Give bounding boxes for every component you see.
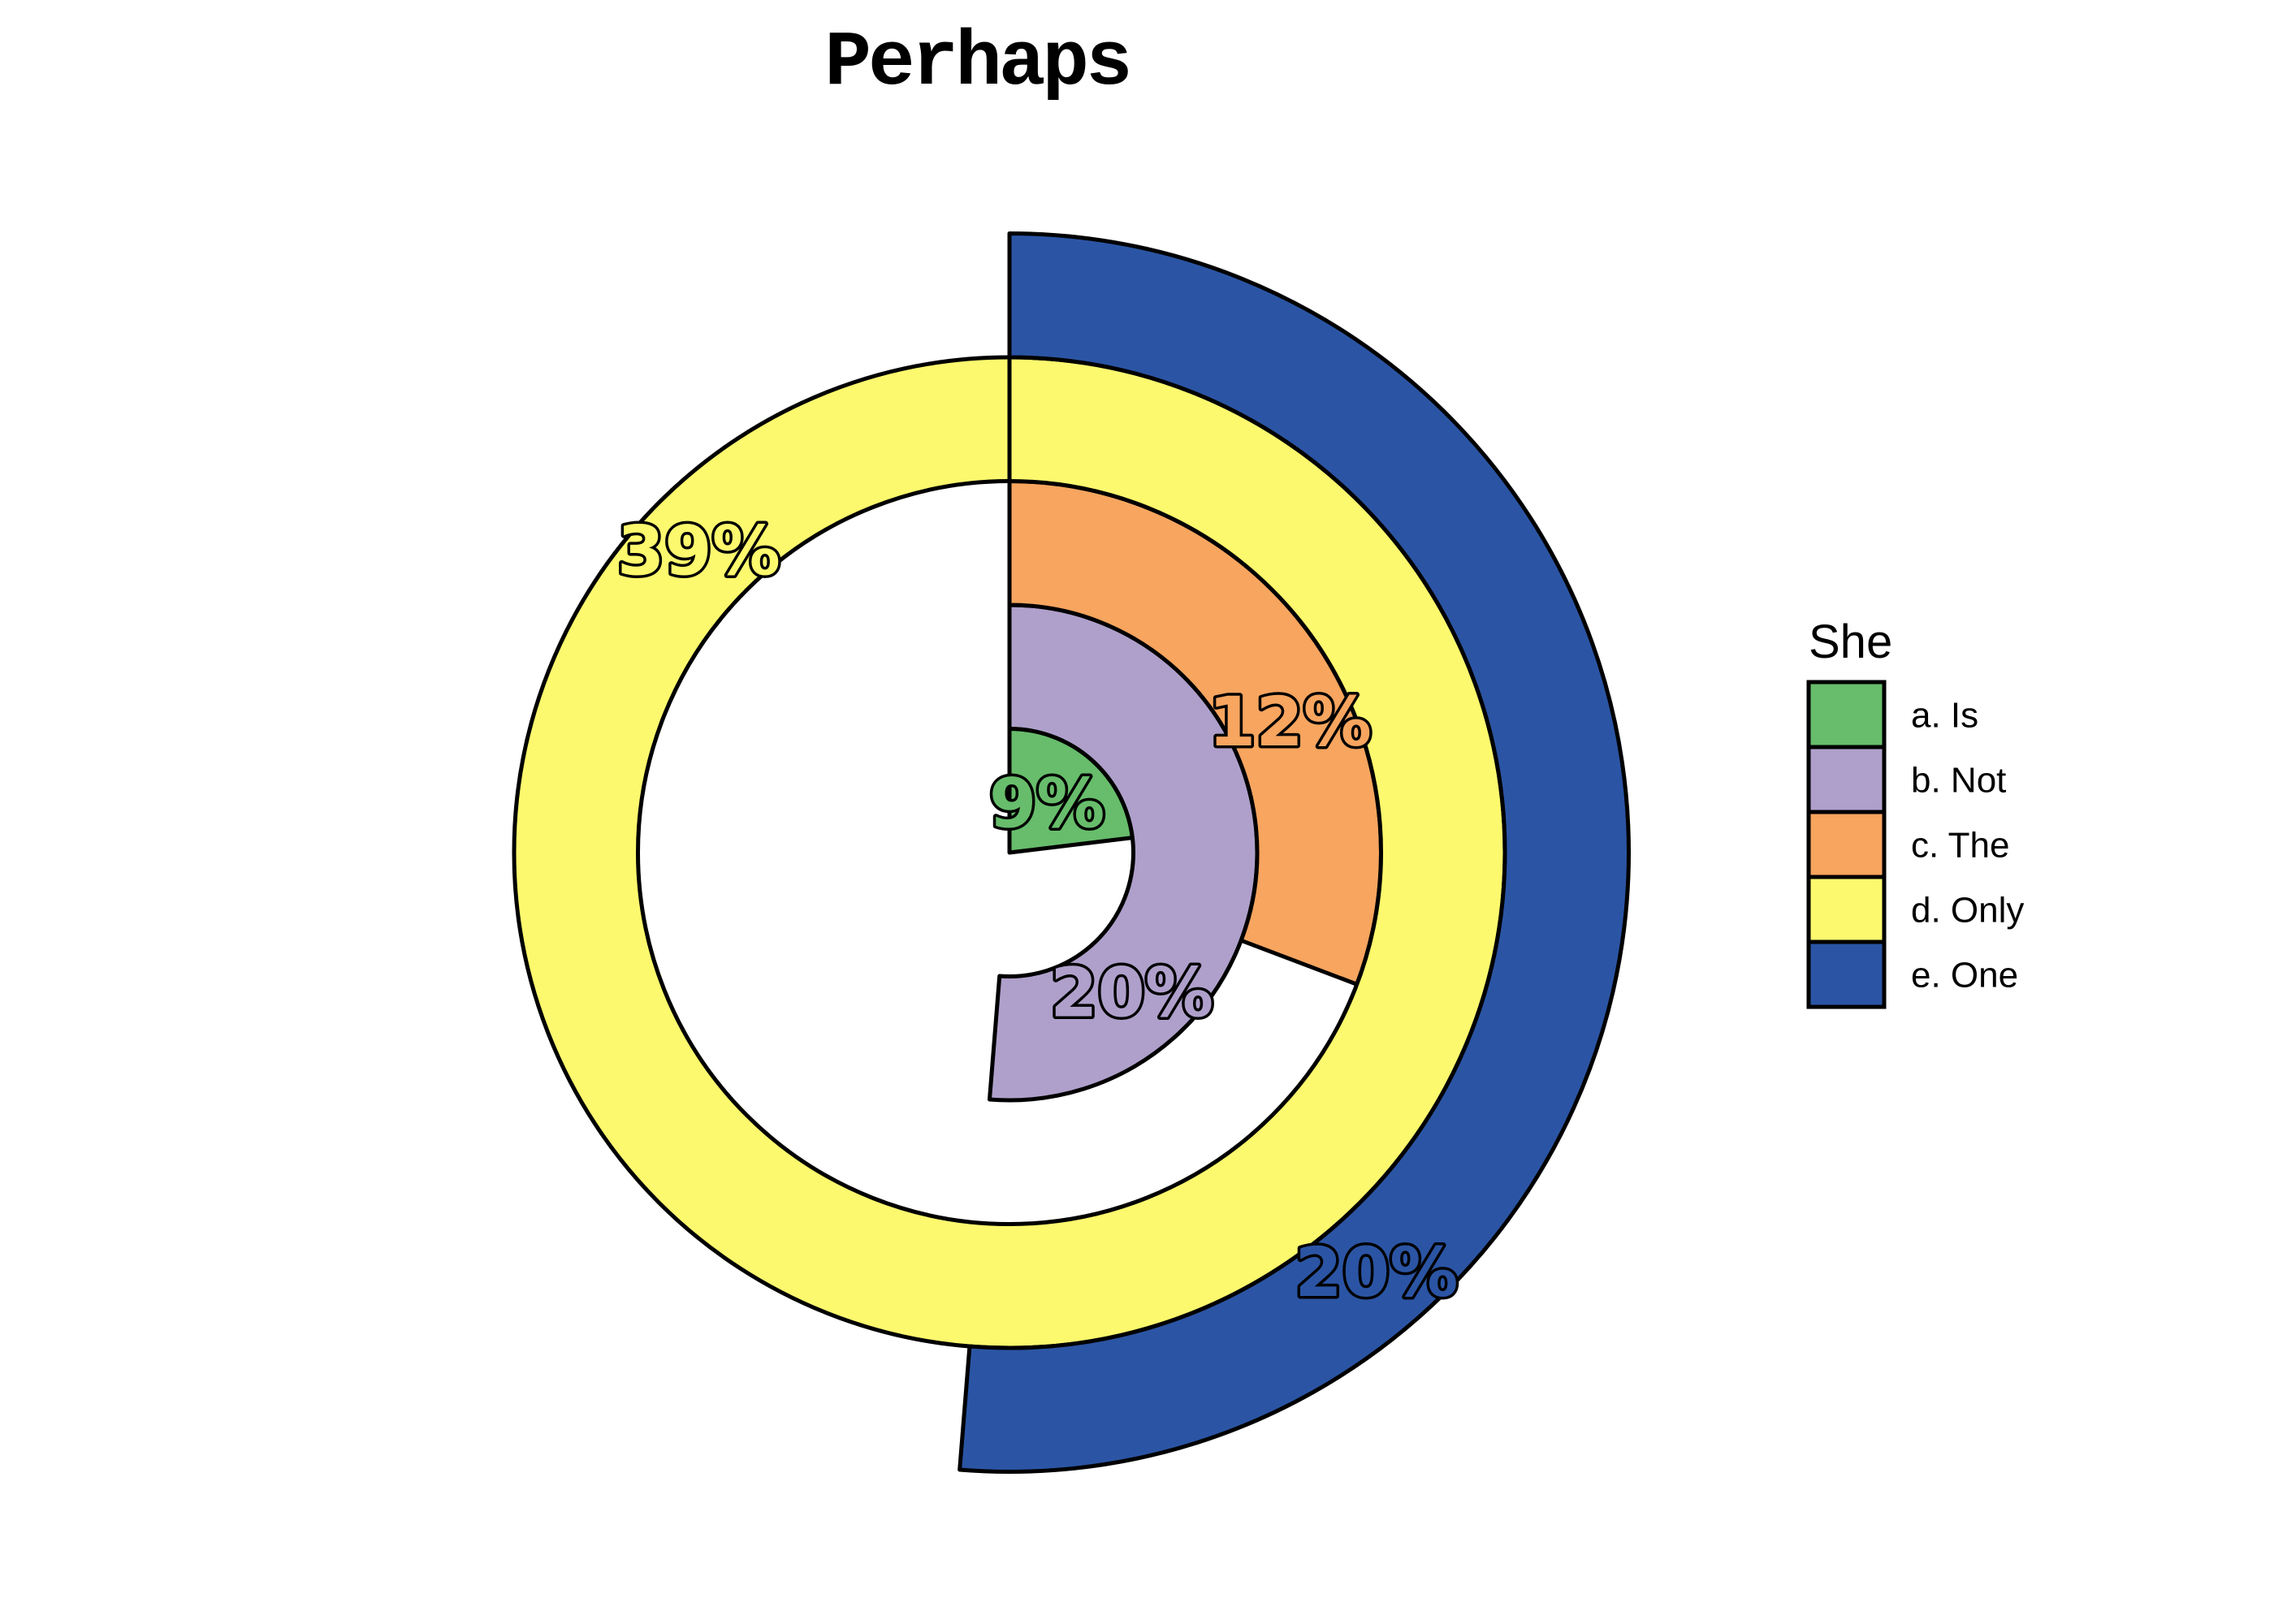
legend-title: She xyxy=(1809,615,1892,668)
ring-label-c-the: 12% xyxy=(1208,682,1372,762)
legend-swatch-d-only xyxy=(1806,875,1887,944)
legend-label-b-not: b. Not xyxy=(1911,760,2006,800)
ring-label-d-only: 39% xyxy=(617,511,780,590)
legend-label-e-one: e. One xyxy=(1911,955,2018,995)
legend-label-d-only: d. Only xyxy=(1911,890,2024,930)
ring-label-e-one: 20% xyxy=(1295,1233,1458,1312)
rings-group xyxy=(512,231,1631,1474)
ring-labels-group: 9% 20% 12% 39% 20% xyxy=(614,508,1461,1315)
legend-items: a. Is b. Not c. The d. Only e. One xyxy=(1806,680,2024,1009)
legend-swatch-a-is xyxy=(1806,680,1887,749)
legend-swatch-e-one xyxy=(1806,939,1887,1009)
ring-label-b-not: 20% xyxy=(1050,953,1213,1033)
legend-label-a-is: a. Is xyxy=(1911,695,1978,735)
ring-e-one xyxy=(958,231,1631,1474)
ring-label-a-is: 9% xyxy=(989,764,1105,844)
legend-swatch-b-not xyxy=(1806,745,1887,814)
legend-swatch-c-the xyxy=(1806,810,1887,879)
legend-label-c-the: c. The xyxy=(1911,825,2009,865)
legend: She a. Is b. Not c. The d. Only e. One xyxy=(1806,615,2024,1009)
chart-title: Perhaps xyxy=(824,19,1129,107)
